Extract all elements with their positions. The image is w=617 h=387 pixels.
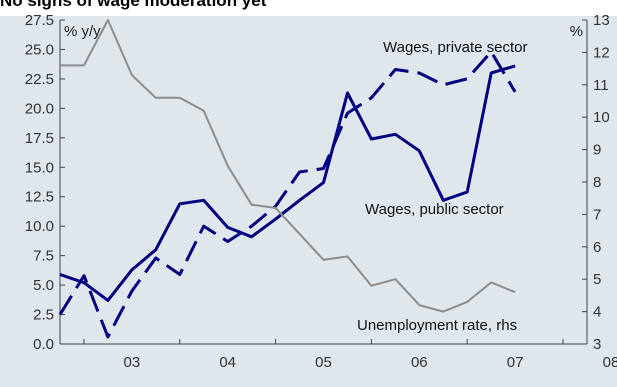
x-tick-label: 07 (507, 354, 524, 371)
series-line-public-wages (59, 64, 516, 302)
series-label-public-wages: Wages, public sector (365, 201, 504, 218)
left-tick-label: 10.0 (25, 218, 54, 235)
x-tick-label: 05 (315, 354, 332, 371)
left-tick-label: 25.0 (25, 41, 54, 58)
left-tick-label: 12.5 (25, 189, 54, 206)
labels: % y/y % Wages, private sector Wages, pub… (64, 23, 583, 334)
right-tick-label: 10 (593, 109, 610, 126)
left-tick-label: 15.0 (25, 159, 54, 176)
right-tick-label: 11 (593, 77, 609, 94)
left-tick-label: 22.5 (25, 71, 54, 88)
series-label-private-wages: Wages, private sector (383, 39, 528, 56)
x-tick-label: 04 (219, 354, 236, 371)
series-lines (58, 19, 517, 339)
right-axis-unit: % (570, 23, 583, 40)
left-tick-label: 20.0 (25, 100, 54, 117)
chart-title: No signs of wage moderation yet (0, 0, 267, 10)
right-tick-label: 7 (593, 206, 601, 223)
right-tick-label: 5 (593, 271, 601, 288)
right-tick-label: 4 (593, 304, 601, 321)
right-tick-label: 9 (593, 142, 601, 159)
left-axis-unit: % y/y (64, 23, 101, 40)
series-line-private-wages (58, 50, 517, 339)
series-line-unemployment-rate (60, 19, 516, 313)
left-tick-label: 2.5 (33, 307, 54, 324)
x-tick-label: 06 (411, 354, 428, 371)
right-tick-label: 12 (593, 44, 610, 61)
left-tick-label: 7.5 (33, 248, 54, 265)
right-tick-label: 8 (593, 174, 601, 191)
left-tick-label: 0.0 (33, 336, 54, 353)
left-tick-label: 5.0 (33, 277, 54, 294)
x-tick-label: 03 (124, 354, 141, 371)
left-tick-label: 17.5 (25, 130, 54, 147)
plot-background (0, 16, 617, 387)
axes: 0.0 2.5 5.0 7.5 10.0 12.5 15.0 17.5 20.0 22.5 25.0… (25, 12, 617, 371)
right-tick-label: 3 (593, 336, 601, 353)
series-label-unemployment: Unemployment rate, rhs (357, 317, 517, 334)
x-tick-label: 08 (603, 354, 617, 371)
right-tick-label: 13 (593, 12, 610, 29)
right-tick-label: 6 (593, 239, 601, 256)
left-tick-label: 27.5 (25, 12, 54, 29)
